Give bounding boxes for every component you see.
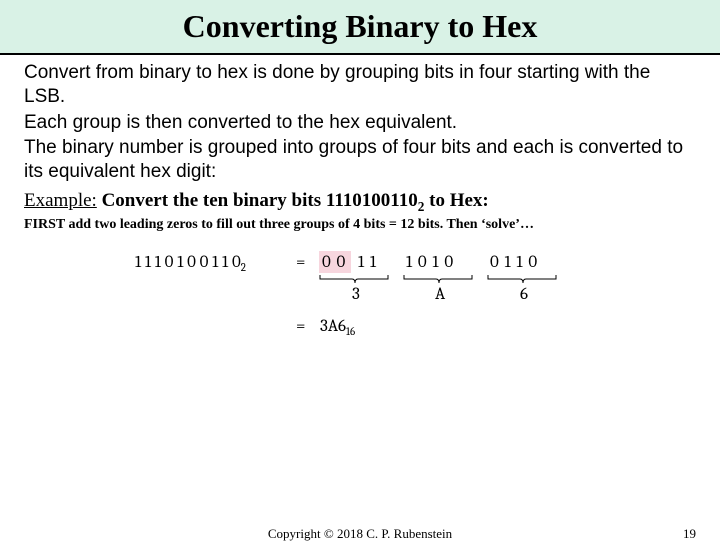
brace-2	[404, 275, 472, 283]
example-text-b: to Hex:	[424, 190, 488, 211]
conversion-diagram: 1 1 1 0 1 0 0 1 1 02 = 0 0 1 1 1 0 1 0 0…	[0, 249, 720, 364]
group2-bits: 1 0 1 0	[406, 253, 454, 272]
example-line: Example: Convert the ten binary bits 111…	[0, 186, 720, 215]
paragraph-3: The binary number is grouped into groups…	[24, 136, 696, 184]
body-text: Convert from binary to hex is done by gr…	[0, 55, 720, 184]
result: 3A616	[320, 317, 355, 338]
diagram-svg: 1 1 1 0 1 0 0 1 1 02 = 0 0 1 1 1 0 1 0 0…	[130, 249, 590, 359]
first-instruction: FIRST add two leading zeros to fill out …	[0, 215, 720, 239]
group3-bits: 0 1 1 0	[490, 253, 538, 272]
brace-3	[488, 275, 556, 283]
pad-bits: 0 0	[322, 253, 346, 272]
equals-1: =	[296, 253, 305, 272]
paragraph-2: Each group is then converted to the hex …	[24, 111, 696, 135]
paragraph-1: Convert from binary to hex is done by gr…	[24, 61, 696, 109]
hex-3: 6	[520, 285, 528, 304]
equals-2: =	[296, 317, 305, 336]
group1-bits: 1 1	[358, 253, 377, 272]
hex-2: A	[435, 285, 446, 304]
brace-1	[320, 275, 388, 283]
example-text-a: Convert the ten binary bits 1110100110	[97, 190, 418, 211]
example-label: Example:	[24, 190, 97, 211]
lhs-bits: 1 1 1 0 1 0 0 1 1 02	[135, 253, 246, 274]
page-title: Converting Binary to Hex	[0, 8, 720, 45]
title-bar: Converting Binary to Hex	[0, 0, 720, 55]
hex-1: 3	[352, 285, 360, 304]
